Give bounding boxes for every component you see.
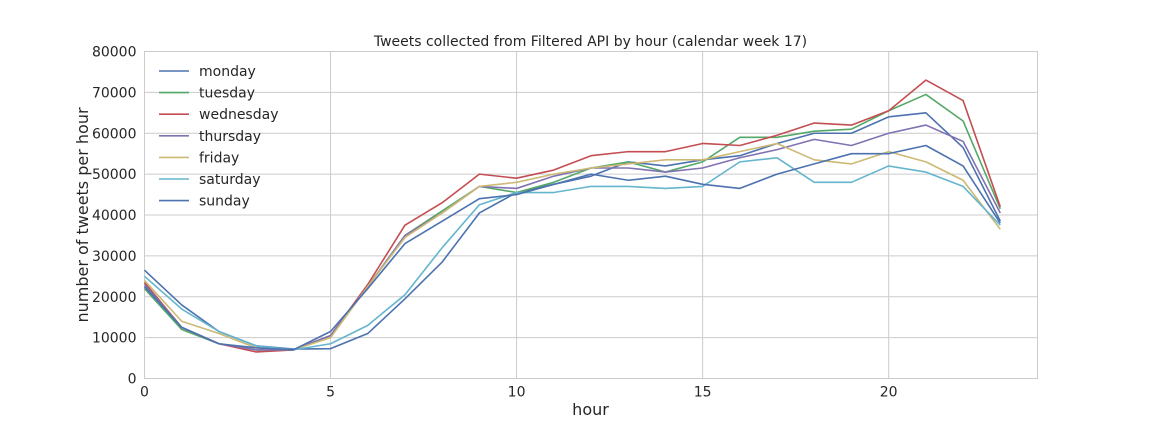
y-tick-label: 60000 (92, 126, 137, 142)
legend-label-thursday: thursday (199, 129, 261, 145)
grid (144, 51, 1038, 379)
y-tick-label: 70000 (92, 85, 137, 101)
legend-label-sunday: sunday (199, 194, 250, 210)
legend-label-wednesday: wednesday (199, 107, 278, 123)
y-tick-label: 30000 (92, 249, 137, 265)
legend: monday tuesday wednesday thursday friday satu… (159, 64, 278, 210)
legend-label-monday: monday (199, 64, 256, 80)
legend-label-tuesday: tuesday (199, 86, 255, 102)
x-tick-label: 15 (694, 385, 712, 401)
chart-title: Tweets collected from Filtered API by ho… (373, 34, 807, 50)
series-line-monday (143, 112, 1002, 350)
x-tick-labels: 0 5 10 15 20 (140, 385, 898, 401)
series-line-sunday (143, 144, 1001, 351)
x-tick-label: 0 (140, 385, 149, 401)
plot-frame (144, 51, 1038, 379)
series-line-thursday (143, 124, 1001, 351)
y-tick-label: 20000 (92, 290, 137, 306)
series-line-saturday (143, 156, 1001, 351)
series-lines (143, 79, 1002, 353)
x-axis-label: hour (572, 400, 609, 419)
series-line-tuesday (143, 93, 1002, 351)
x-tick-label: 20 (880, 385, 898, 401)
y-tick-label: 40000 (92, 208, 137, 224)
legend-label-saturday: saturday (199, 172, 261, 188)
y-tick-label: 80000 (92, 45, 137, 61)
x-tick-label: 10 (508, 385, 526, 401)
x-tick-label: 5 (326, 385, 335, 401)
y-tick-label: 10000 (92, 331, 137, 347)
y-tick-label: 50000 (92, 167, 137, 183)
y-tick-labels: 0 10000 20000 30000 40000 50000 60000 70000 8000… (92, 45, 137, 388)
y-tick-label: 0 (128, 372, 137, 388)
legend-label-friday: friday (199, 150, 239, 166)
y-axis-label: number of tweets per hour (73, 107, 92, 323)
